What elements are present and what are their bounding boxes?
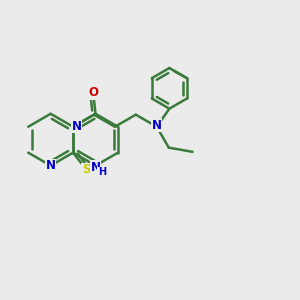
Text: N: N <box>91 160 100 174</box>
Text: S: S <box>82 163 91 176</box>
Text: N: N <box>152 119 162 132</box>
Text: N: N <box>72 120 82 133</box>
Text: N: N <box>46 159 56 172</box>
Text: O: O <box>88 86 98 99</box>
Text: H: H <box>98 167 106 177</box>
